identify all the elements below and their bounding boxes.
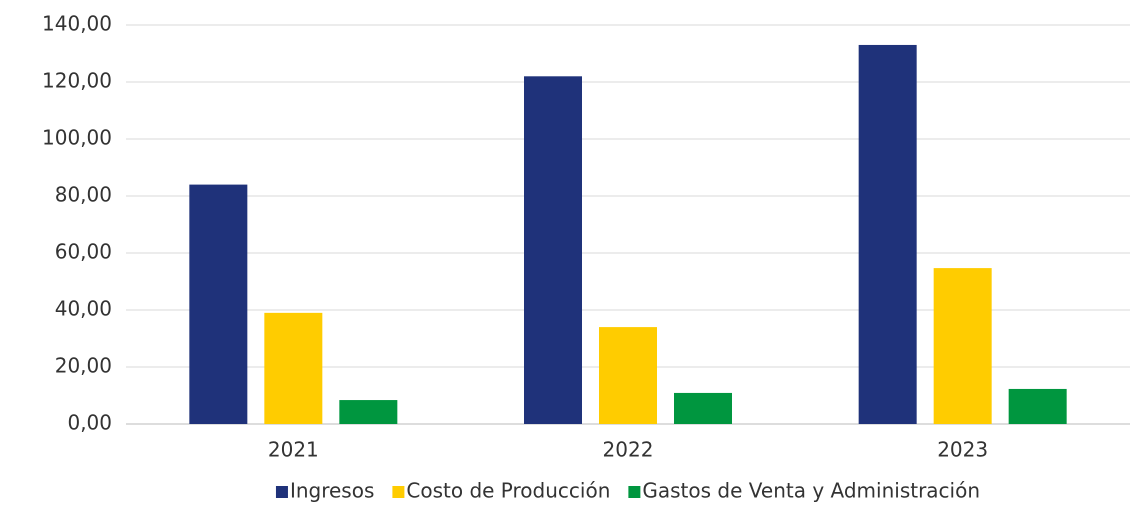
- x-tick-label: 2022: [603, 438, 654, 462]
- bar: [599, 327, 657, 424]
- y-tick-label: 140,00: [42, 12, 112, 36]
- bar: [933, 268, 992, 424]
- bar: [264, 312, 323, 424]
- legend-swatch: [275, 486, 288, 498]
- y-tick-label: 80,00: [55, 183, 112, 207]
- bar: [524, 76, 582, 425]
- legend-label: Ingresos: [290, 479, 374, 503]
- bar: [1008, 388, 1067, 424]
- y-tick-label: 100,00: [42, 126, 112, 150]
- x-tick-label: 2023: [937, 438, 988, 462]
- y-tick-label: 20,00: [55, 354, 112, 378]
- legend-swatch: [392, 486, 405, 498]
- y-tick-label: 0,00: [67, 411, 112, 435]
- y-tick-label: 40,00: [55, 297, 112, 321]
- y-tick-label: 120,00: [42, 69, 112, 93]
- legend-swatch: [628, 486, 641, 498]
- legend-label: Costo de Producción: [406, 479, 610, 503]
- bar: [858, 44, 917, 424]
- bar: [189, 184, 248, 424]
- bar: [339, 400, 398, 424]
- bar: [674, 392, 732, 424]
- legend-label: Gastos de Venta y Administración: [642, 479, 980, 503]
- y-tick-label: 60,00: [55, 240, 112, 264]
- x-tick-label: 2021: [268, 438, 319, 462]
